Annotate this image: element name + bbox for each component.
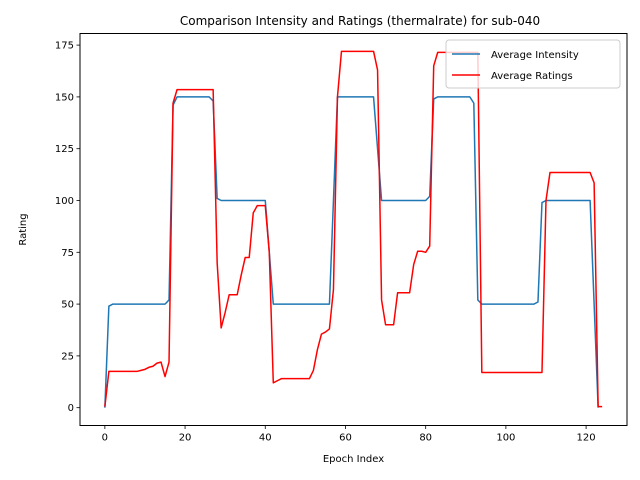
y-axis: 0 25 50 75 100 125 150 175 [55,41,80,414]
series-line-average-intensity [104,96,599,408]
series-line-average-ratings [104,50,603,408]
x-tick-label: 20 [179,433,192,444]
x-tick-label: 60 [339,433,352,444]
y-tick-label: 100 [55,196,74,207]
legend-box [445,39,621,89]
x-axis-label: Epoch Index [323,454,384,465]
axes-frame [79,33,628,426]
y-tick-label: 25 [61,351,74,362]
x-tick-label: 100 [496,433,515,444]
y-tick-label: 175 [55,41,74,52]
y-axis-label: Rating [18,213,29,245]
legend-label-average-intensity: Average Intensity [491,50,579,61]
chart-title: Comparison Intensity and Ratings (therma… [180,14,540,28]
y-tick-label: 150 [55,92,74,103]
y-tick-label: 50 [61,300,74,311]
plot-area [104,50,603,408]
x-tick-label: 120 [577,433,596,444]
x-axis: 0 20 40 60 80 100 120 [102,425,596,444]
legend-label-average-ratings: Average Ratings [491,71,573,82]
y-tick-label: 125 [55,144,74,155]
y-tick-label: 0 [68,403,74,414]
x-tick-label: 80 [419,433,432,444]
x-tick-label: 40 [259,433,272,444]
legend: Average Intensity Average Ratings [445,39,621,89]
y-tick-label: 75 [61,248,74,259]
x-tick-label: 0 [102,433,108,444]
